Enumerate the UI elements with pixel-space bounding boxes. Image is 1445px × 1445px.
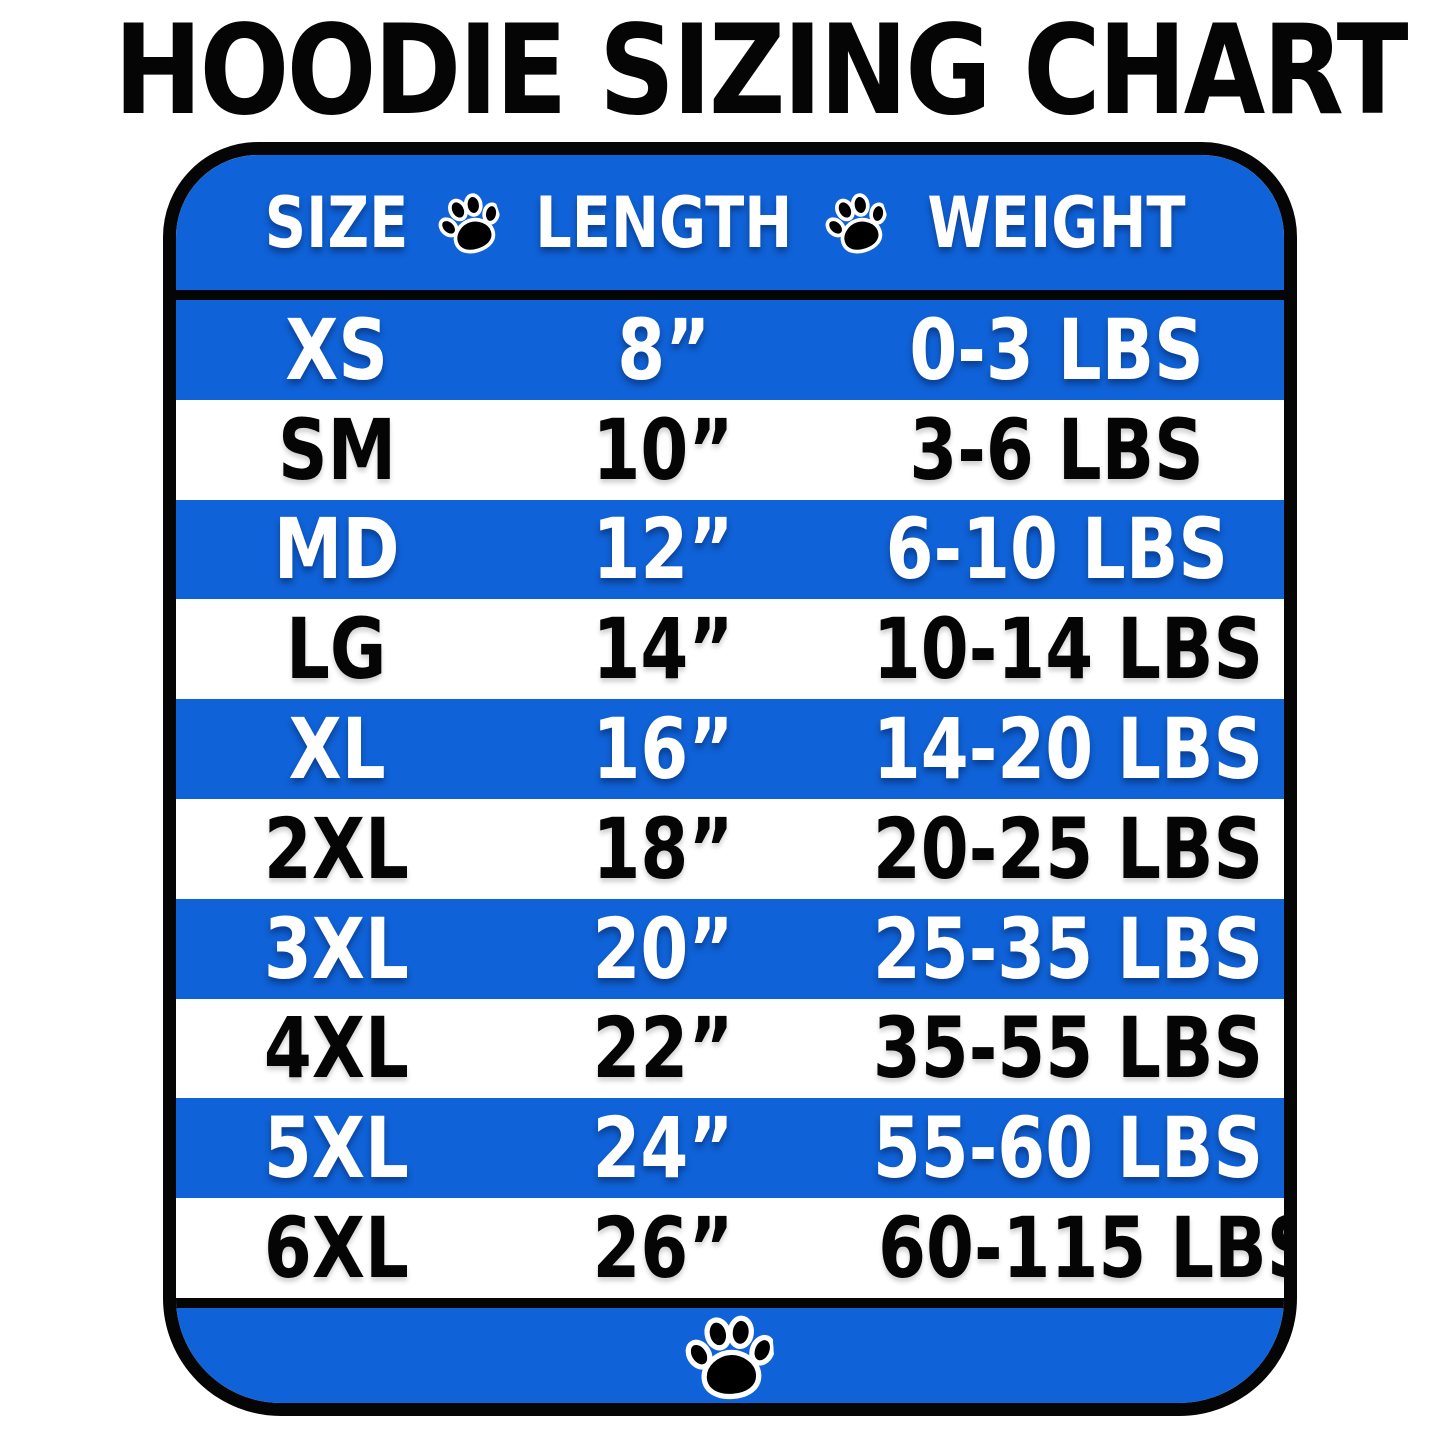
cell-size-value: 4XL xyxy=(264,999,410,1098)
cell-weight-value: 6-10 LBS xyxy=(885,500,1229,599)
cell-length-value: 20” xyxy=(592,899,735,998)
cell-size-value: 3XL xyxy=(264,899,410,998)
paw-icon xyxy=(683,1309,777,1403)
cell-weight: 25-35 LBS xyxy=(830,907,1284,991)
cell-length-value: 10” xyxy=(592,400,735,499)
cell-weight-value: 20-25 LBS xyxy=(872,799,1263,898)
cell-weight-value: 25-35 LBS xyxy=(872,899,1263,998)
cell-weight: 3-6 LBS xyxy=(830,408,1284,492)
cell-size: 4XL xyxy=(176,1006,497,1090)
table-row-xs: XS 8” 0-3 LBS xyxy=(176,300,1284,400)
header-length: LENGTH xyxy=(497,182,829,264)
cell-weight-value: 10-14 LBS xyxy=(872,600,1263,699)
cell-length: 18” xyxy=(497,807,829,891)
table-row-xl: XL 16” 14-20 LBS xyxy=(176,699,1284,799)
cell-weight: 10-14 LBS xyxy=(830,607,1284,691)
cell-length: 10” xyxy=(497,408,829,492)
cell-weight: 6-10 LBS xyxy=(830,507,1284,591)
cell-size: LG xyxy=(176,607,497,691)
cell-length-value: 24” xyxy=(592,1099,735,1198)
table-header: SIZE LENGTH WEIGHT xyxy=(176,155,1284,300)
cell-length: 16” xyxy=(497,707,829,791)
header-size-label: SIZE xyxy=(264,181,409,264)
cell-length: 20” xyxy=(497,907,829,991)
cell-size-value: 2XL xyxy=(264,799,410,898)
cell-weight: 14-20 LBS xyxy=(830,707,1284,791)
cell-length-value: 14” xyxy=(592,600,735,699)
header-weight-label: WEIGHT xyxy=(927,181,1186,264)
cell-size-value: SM xyxy=(277,400,396,499)
cell-weight: 60-115 LBS xyxy=(830,1206,1284,1290)
cell-length-value: 8” xyxy=(616,300,711,399)
cell-length: 12” xyxy=(497,507,829,591)
page-title: HOODIE SIZING CHART xyxy=(0,6,1445,136)
cell-weight-value: 3-6 LBS xyxy=(909,400,1205,499)
cell-weight-value: 55-60 LBS xyxy=(872,1099,1263,1198)
table-footer xyxy=(176,1298,1284,1403)
cell-length-value: 22” xyxy=(592,999,735,1098)
header-size: SIZE xyxy=(176,182,497,264)
cell-length: 8” xyxy=(497,308,829,392)
cell-size-value: 5XL xyxy=(264,1099,410,1198)
cell-weight: 20-25 LBS xyxy=(830,807,1284,891)
cell-weight: 55-60 LBS xyxy=(830,1106,1284,1190)
cell-weight-value: 60-115 LBS xyxy=(877,1199,1297,1298)
cell-size: 2XL xyxy=(176,807,497,891)
table-row-lg: LG 14” 10-14 LBS xyxy=(176,599,1284,700)
table-row-5xl: 5XL 24” 55-60 LBS xyxy=(176,1098,1284,1199)
table-row-3xl: 3XL 20” 25-35 LBS xyxy=(176,898,1284,999)
sizing-chart-card: SIZE LENGTH WEIGHT XS 8” 0-3 LBS SM 10” … xyxy=(163,142,1297,1416)
cell-weight-value: 35-55 LBS xyxy=(872,999,1263,1098)
cell-size-value: MD xyxy=(273,500,400,599)
header-weight: WEIGHT xyxy=(830,182,1284,264)
table-row-6xl: 6XL 26” 60-115 LBS xyxy=(176,1198,1284,1298)
cell-size: 3XL xyxy=(176,907,497,991)
cell-length-value: 18” xyxy=(592,799,735,898)
cell-size-value: 6XL xyxy=(264,1199,410,1298)
cell-size-value: XS xyxy=(285,300,389,399)
cell-size: XS xyxy=(176,308,497,392)
table-row-2xl: 2XL 18” 20-25 LBS xyxy=(176,798,1284,899)
cell-size: 5XL xyxy=(176,1106,497,1190)
page-title-text: HOODIE SIZING CHART xyxy=(114,0,1409,143)
cell-length: 26” xyxy=(497,1206,829,1290)
cell-size: MD xyxy=(176,507,497,591)
cell-size: SM xyxy=(176,408,497,492)
cell-length: 22” xyxy=(497,1006,829,1090)
cell-weight: 0-3 LBS xyxy=(830,308,1284,392)
cell-length: 14” xyxy=(497,607,829,691)
table-row-md: MD 12” 6-10 LBS xyxy=(176,499,1284,600)
cell-weight-value: 14-20 LBS xyxy=(872,700,1263,799)
header-length-label: LENGTH xyxy=(534,181,793,264)
cell-size-value: LG xyxy=(286,600,387,699)
cell-size-value: XL xyxy=(288,700,386,799)
table-row-4xl: 4XL 22” 35-55 LBS xyxy=(176,998,1284,1099)
cell-size: 6XL xyxy=(176,1206,497,1290)
cell-weight-value: 0-3 LBS xyxy=(909,300,1205,399)
cell-length-value: 16” xyxy=(592,700,735,799)
cell-length-value: 12” xyxy=(592,500,735,599)
cell-length: 24” xyxy=(497,1106,829,1190)
cell-length-value: 26” xyxy=(592,1199,735,1298)
table-body: XS 8” 0-3 LBS SM 10” 3-6 LBS MD 12” 6-10… xyxy=(176,300,1284,1298)
cell-weight: 35-55 LBS xyxy=(830,1006,1284,1090)
table-row-sm: SM 10” 3-6 LBS xyxy=(176,399,1284,500)
cell-size: XL xyxy=(176,707,497,791)
